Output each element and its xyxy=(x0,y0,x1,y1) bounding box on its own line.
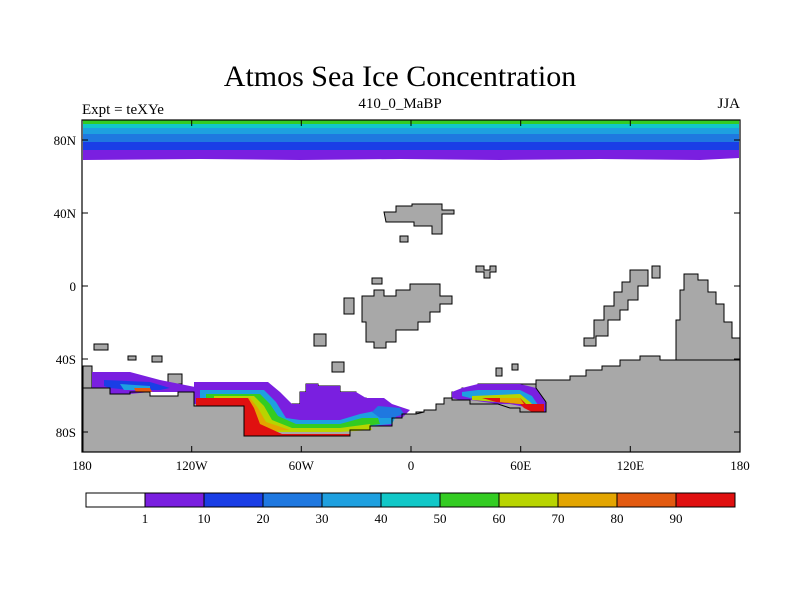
antarctic-sea-ice xyxy=(92,372,546,436)
colorbar-swatch xyxy=(203,492,264,508)
season-label: JJA xyxy=(717,96,740,112)
colorbar-swatch xyxy=(262,492,323,508)
lat-tick-label: 80S xyxy=(56,425,76,440)
colorbar-swatch xyxy=(85,492,146,508)
colorbar-swatch xyxy=(557,492,618,508)
colorbar-label: 70 xyxy=(552,511,565,526)
lon-tick-label: 0 xyxy=(408,458,415,473)
colorbar-swatch xyxy=(439,492,500,508)
lon-tick-label: 180 xyxy=(730,458,750,473)
period-label: 410_0_MaBP xyxy=(358,96,442,112)
colorbar-label: 50 xyxy=(434,511,447,526)
colorbar-label: 20 xyxy=(257,511,270,526)
colorbar-swatch xyxy=(616,492,677,508)
colorbar-label: 40 xyxy=(375,511,388,526)
lon-tick-label: 60W xyxy=(289,458,315,473)
lat-tick-label: 40N xyxy=(54,206,77,221)
lon-tick-labels: 180 120W 60W 0 60E 120E 180 xyxy=(72,458,750,473)
colorbar-label: 90 xyxy=(670,511,683,526)
lon-tick-label: 180 xyxy=(72,458,92,473)
lon-tick-label: 60E xyxy=(510,458,531,473)
colorbar-labels: 1 10 20 30 40 50 60 70 80 90 xyxy=(142,511,683,526)
land-central-continent xyxy=(361,283,453,349)
colorbar-label: 1 xyxy=(142,511,149,526)
colorbar-swatch xyxy=(498,492,559,508)
chart-title: Atmos Sea Ice Concentration xyxy=(223,60,577,93)
lat-tick-label: 0 xyxy=(70,279,77,294)
colorbar-label: 10 xyxy=(198,511,211,526)
colorbar-swatch xyxy=(380,492,441,508)
land-islets-east xyxy=(475,265,497,279)
land-north-block xyxy=(383,203,455,235)
coastline-outline xyxy=(83,355,684,437)
experiment-label: Expt = teXYe xyxy=(82,102,164,118)
lat-tick-label: 80N xyxy=(54,133,77,148)
colorbar xyxy=(85,492,736,508)
colorbar-swatch xyxy=(675,492,736,508)
lat-tick-label: 40S xyxy=(56,352,76,367)
colorbar-label: 60 xyxy=(493,511,506,526)
colorbar-label: 80 xyxy=(611,511,624,526)
colorbar-swatch xyxy=(144,492,205,508)
land-islet xyxy=(399,235,409,243)
colorbar-swatch xyxy=(321,492,382,508)
land-east-arc xyxy=(583,269,649,347)
lon-tick-label: 120W xyxy=(176,458,209,473)
lon-tick-label: 120E xyxy=(617,458,645,473)
lon-axis xyxy=(81,120,741,452)
colorbar-label: 30 xyxy=(316,511,329,526)
lat-axis xyxy=(82,139,740,433)
lat-tick-labels: 80N 40N 0 40S 80S xyxy=(54,133,77,440)
